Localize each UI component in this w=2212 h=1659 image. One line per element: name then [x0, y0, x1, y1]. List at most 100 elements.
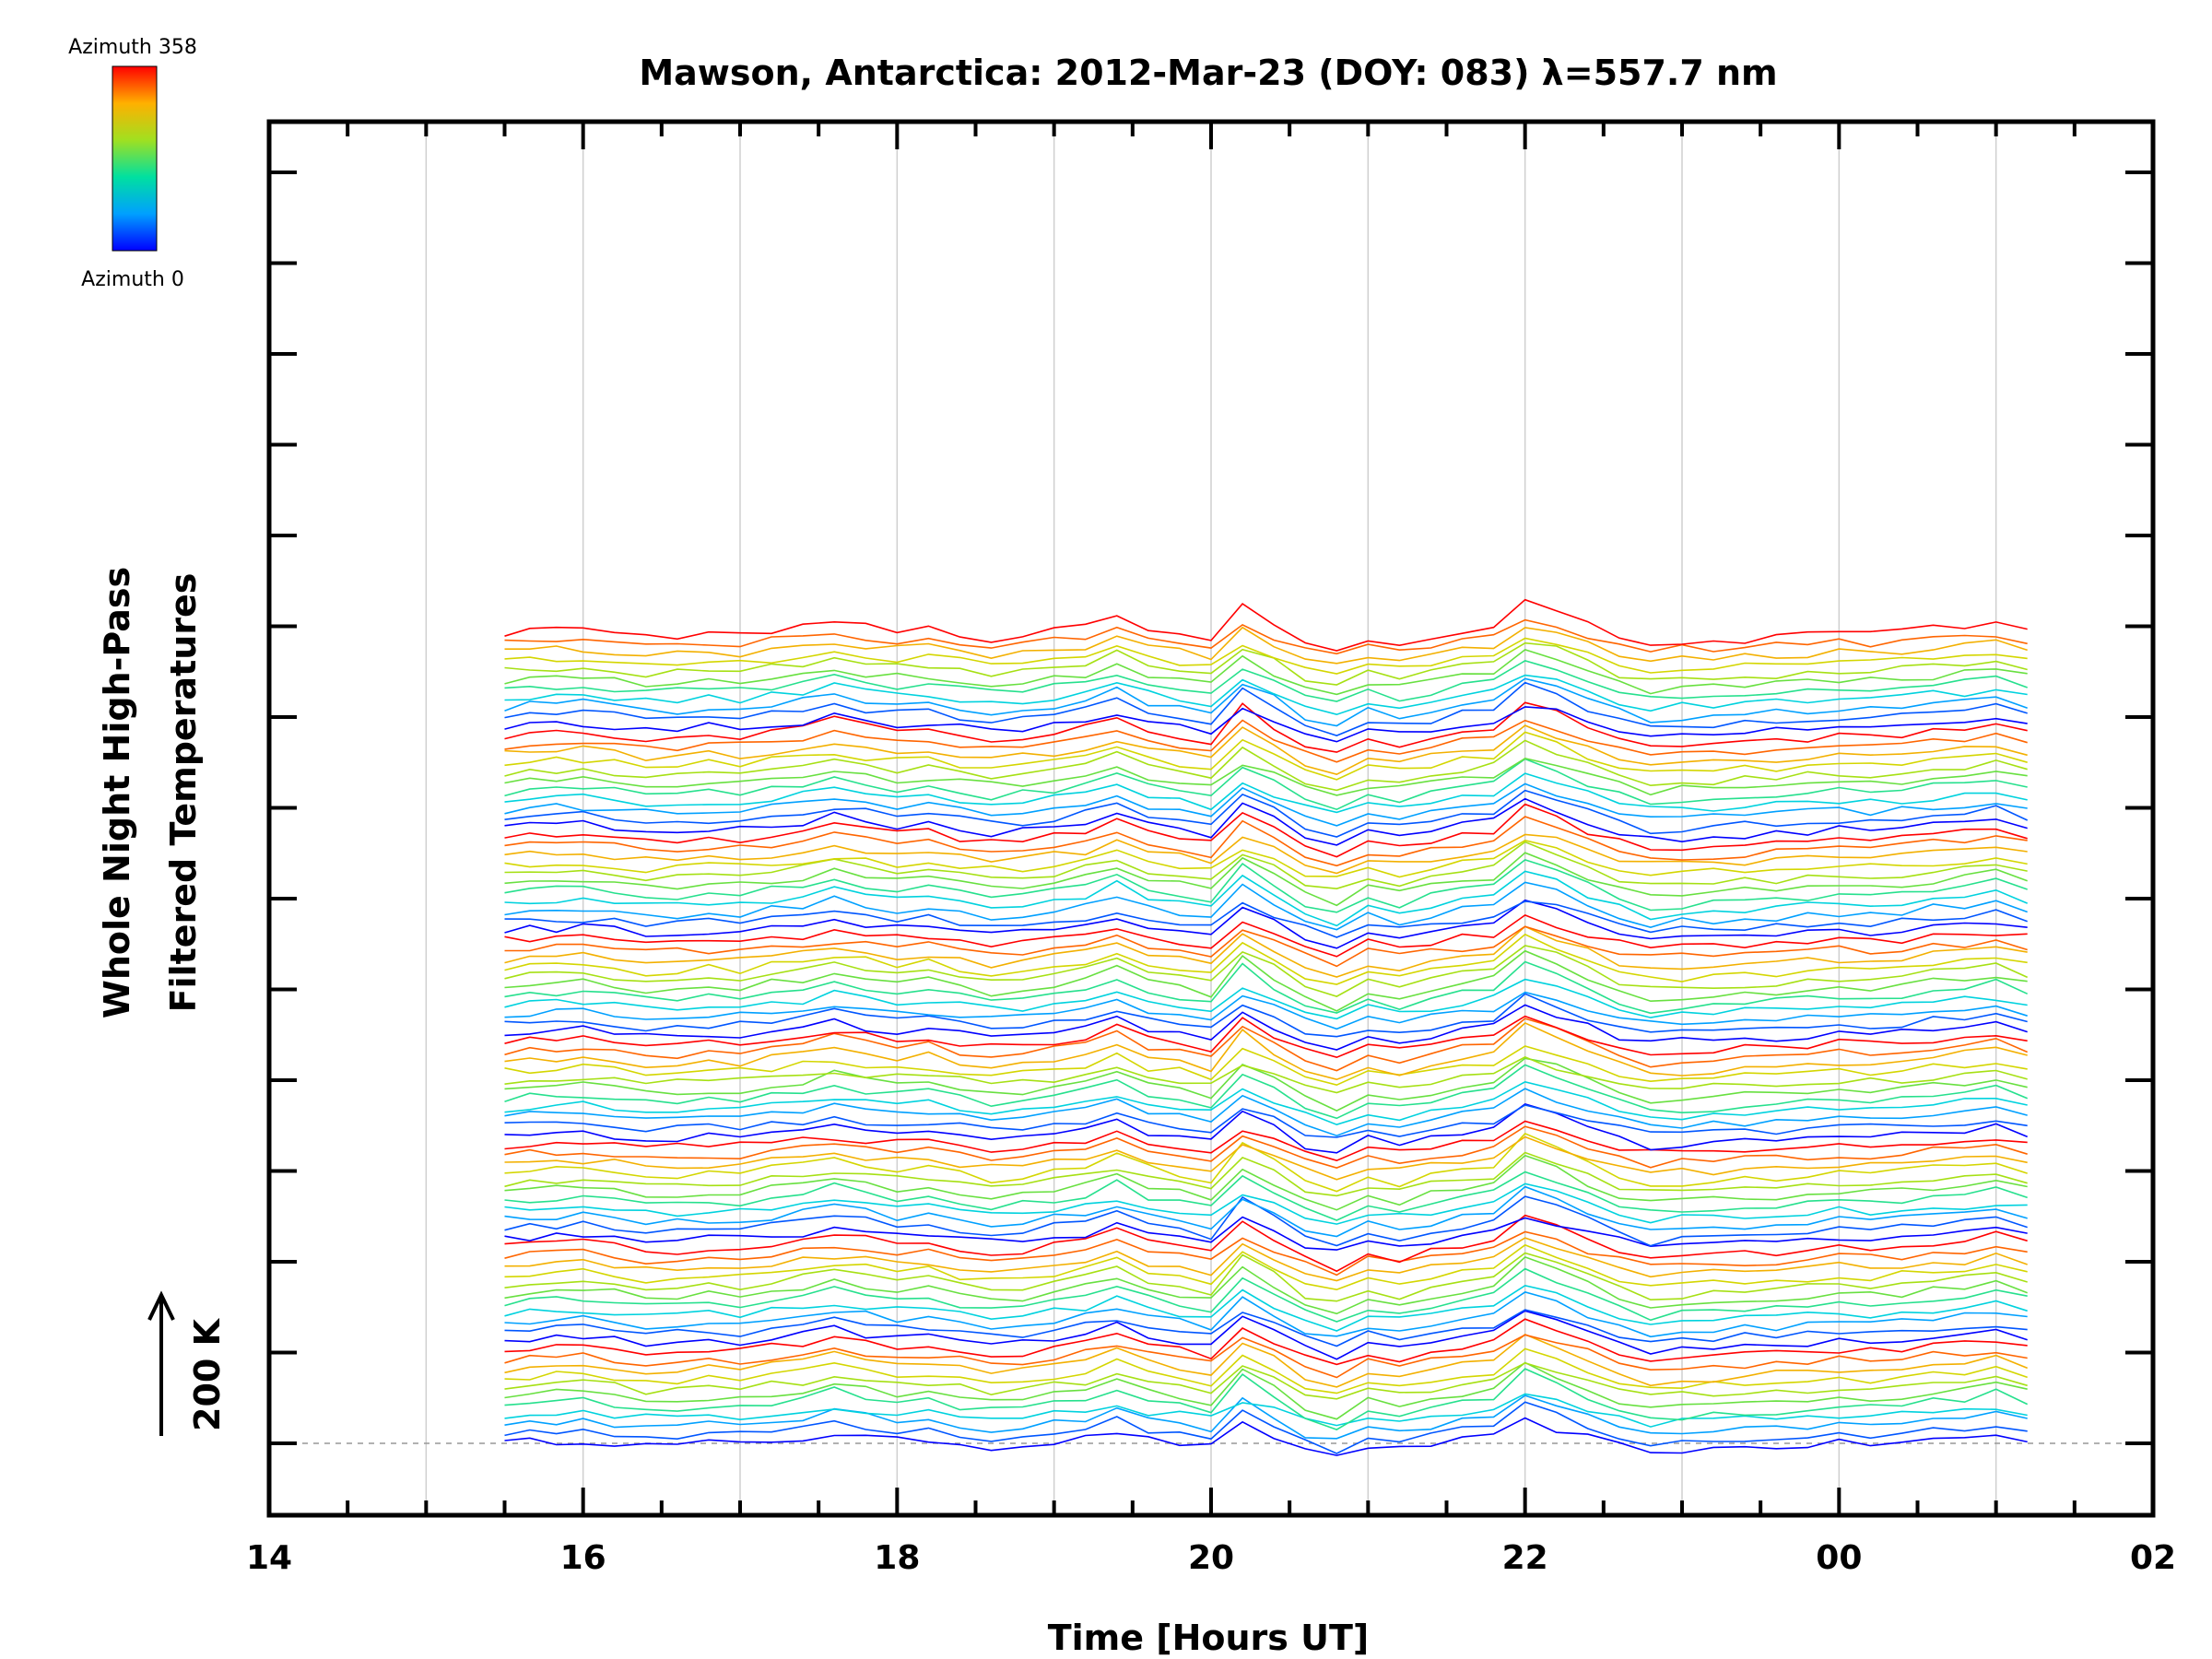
axis-ticks — [267, 122, 2155, 1515]
series-line-77 — [504, 706, 2028, 743]
series-line-53 — [504, 925, 2028, 968]
series-line-54 — [504, 913, 2028, 958]
series-line-0 — [504, 1417, 2028, 1456]
series-line-67 — [504, 789, 2029, 838]
series-line-78 — [504, 681, 2028, 736]
series-group — [504, 598, 2029, 1456]
series-line-41 — [504, 1021, 2028, 1081]
series-line-56 — [504, 900, 2028, 938]
series-line-83 — [504, 641, 2028, 686]
series-line-26 — [504, 1171, 2028, 1221]
series-line-14 — [504, 1284, 2028, 1332]
series-line-37 — [504, 1064, 2029, 1120]
series-line-21 — [504, 1214, 2028, 1273]
series-line-5 — [504, 1361, 2028, 1420]
series-line-57 — [504, 881, 2028, 931]
series-line-74 — [504, 724, 2028, 776]
series-line-22 — [504, 1216, 2028, 1251]
y-axis-label-line2: Filtered Temperatures — [163, 573, 204, 1013]
series-line-23 — [504, 1195, 2028, 1247]
series-line-79 — [504, 677, 2028, 727]
series-line-69 — [504, 772, 2028, 814]
series-line-27 — [504, 1154, 2028, 1211]
x-axis-label: Time [Hours UT] — [1048, 1618, 1370, 1658]
series-line-81 — [504, 660, 2028, 702]
series-line-48 — [504, 960, 2029, 1015]
series-line-13 — [504, 1291, 2028, 1338]
series-line-66 — [504, 797, 2028, 846]
series-line-24 — [504, 1185, 2028, 1238]
x-tick-label: 18 — [874, 1539, 920, 1577]
series-line-3 — [504, 1393, 2028, 1428]
scale-bar-arrowhead — [147, 1290, 175, 1321]
scale-bar-label: 200 K — [187, 1317, 228, 1431]
series-line-70 — [504, 758, 2028, 811]
series-line-59 — [504, 859, 2028, 913]
gridlines — [269, 122, 2153, 1515]
series-line-61 — [504, 841, 2028, 890]
series-line-63 — [504, 833, 2028, 875]
series-line-58 — [504, 870, 2029, 927]
x-tick-label: 20 — [1188, 1539, 1234, 1577]
series-line-47 — [504, 978, 2028, 1020]
x-tick-label: 00 — [1816, 1539, 1862, 1577]
series-line-80 — [504, 674, 2028, 716]
series-line-44 — [504, 1004, 2028, 1051]
series-line-49 — [504, 949, 2028, 1012]
series-line-4 — [504, 1368, 2029, 1430]
series-line-8 — [504, 1333, 2029, 1388]
series-line-76 — [504, 701, 2028, 753]
series-line-65 — [504, 803, 2028, 858]
colorbar-top-label: Azimuth 358 — [68, 36, 197, 59]
chart-title: Mawson, Antarctica: 2012-Mar-23 (DOY: 08… — [639, 53, 1777, 93]
series-line-25 — [504, 1182, 2028, 1225]
series-line-10 — [504, 1318, 2028, 1366]
series-line-86 — [504, 618, 2028, 655]
series-line-40 — [504, 1045, 2028, 1087]
series-line-16 — [504, 1255, 2028, 1315]
colorbar-bottom-label: Azimuth 0 — [81, 268, 184, 291]
series-line-46 — [504, 991, 2028, 1030]
series-line-28 — [504, 1151, 2028, 1197]
series-line-62 — [504, 840, 2028, 878]
series-line-87 — [504, 598, 2028, 652]
colorbar — [112, 65, 158, 252]
series-line-75 — [504, 719, 2028, 763]
series-line-1 — [504, 1401, 2028, 1454]
x-tick-labels: 14 16 18 20 22 00 02 — [246, 1539, 2176, 1577]
series-line-71 — [504, 758, 2028, 796]
series-line-73 — [504, 731, 2028, 781]
series-line-72 — [504, 739, 2028, 792]
series-line-36 — [504, 1080, 2028, 1126]
x-tick-label: 14 — [246, 1539, 292, 1577]
series-line-32 — [504, 1120, 2028, 1162]
series-line-82 — [504, 649, 2028, 696]
series-line-51 — [504, 933, 2028, 985]
series-line-52 — [504, 925, 2028, 978]
series-line-39 — [504, 1056, 2028, 1094]
series-line-18 — [504, 1243, 2028, 1291]
series-line-29 — [504, 1132, 2028, 1193]
series-line-19 — [504, 1237, 2028, 1282]
series-line-68 — [504, 782, 2028, 827]
series-line-42 — [504, 1018, 2029, 1072]
series-line-60 — [504, 852, 2028, 907]
series-line-30 — [504, 1135, 2028, 1181]
y-axis-label-line1: Whole Night High-Pass — [97, 567, 137, 1018]
series-line-9 — [504, 1334, 2028, 1379]
series-line-17 — [504, 1252, 2028, 1302]
series-line-15 — [504, 1267, 2028, 1323]
series-line-55 — [504, 899, 2028, 949]
series-line-84 — [504, 637, 2028, 675]
series-line-7 — [504, 1347, 2028, 1394]
series-line-2 — [504, 1394, 2028, 1440]
series-line-45 — [504, 993, 2028, 1038]
series-line-43 — [504, 1015, 2028, 1059]
series-line-20 — [504, 1230, 2028, 1277]
series-line-12 — [504, 1309, 2028, 1347]
x-tick-label: 02 — [2130, 1539, 2176, 1577]
x-tick-label: 22 — [1502, 1539, 1548, 1577]
series-line-11 — [504, 1310, 2028, 1360]
series-line-31 — [504, 1125, 2028, 1169]
